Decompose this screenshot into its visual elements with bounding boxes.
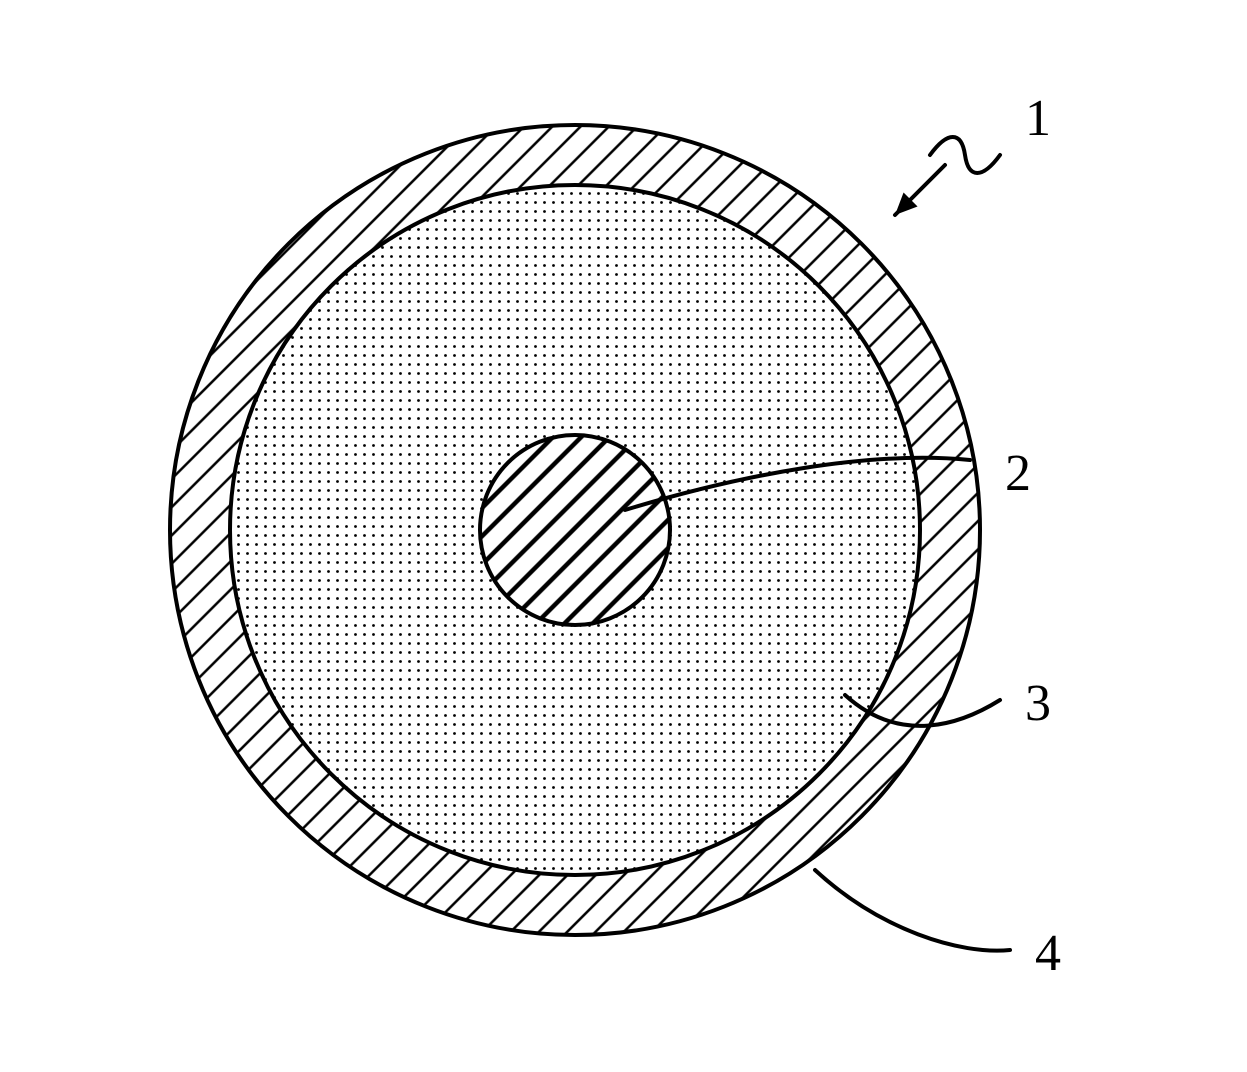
label-assembly: 1 bbox=[1025, 90, 1051, 147]
label-core: 2 bbox=[1005, 445, 1031, 502]
label-outer-layer: 4 bbox=[1035, 925, 1061, 982]
diagram-canvas: 1 2 3 4 bbox=[0, 0, 1247, 1072]
leader-outer-layer bbox=[815, 870, 1010, 951]
inner-core bbox=[480, 435, 670, 625]
labels-group: 1 2 3 4 bbox=[1005, 90, 1061, 982]
label-middle-layer: 3 bbox=[1025, 675, 1051, 732]
